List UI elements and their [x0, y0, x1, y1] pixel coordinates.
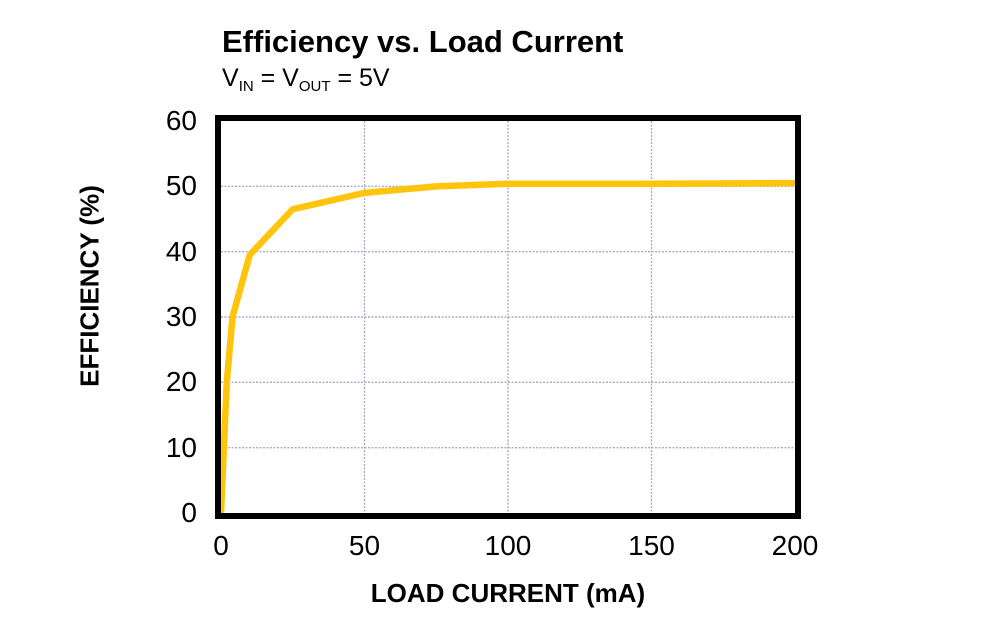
y-tick-label-60: 60 — [165, 105, 197, 136]
subtitle-sub-in: IN — [238, 78, 254, 95]
y-tick-label-50: 50 — [165, 170, 197, 202]
efficiency-curve-plot — [221, 121, 795, 513]
x-tick-label-100: 100 — [484, 530, 532, 561]
subtitle-eq1: = V — [253, 64, 299, 92]
y-tick-label-10: 10 — [165, 431, 197, 463]
y-axis-title: EFFICIENCY (%) — [74, 185, 105, 387]
x-tick-label-150: 150 — [628, 530, 675, 561]
y-tick-label-20: 20 — [165, 366, 197, 398]
plot-area — [215, 115, 801, 519]
subtitle-eq2: = 5V — [330, 64, 390, 92]
x-tick-label-50: 50 — [348, 530, 381, 561]
y-tick-label-30: 30 — [165, 301, 197, 332]
series-efficiency — [221, 179, 795, 513]
subtitle-v1: V — [222, 64, 239, 92]
x-tick-label-0: 0 — [213, 530, 229, 561]
chart-title: Efficiency vs. Load Current — [222, 24, 624, 59]
y-tick-label-40: 40 — [165, 235, 197, 267]
x-axis-title: LOAD CURRENT (mA) — [370, 578, 646, 608]
y-tick-label-0: 0 — [181, 497, 197, 528]
x-tick-label-200: 200 — [771, 530, 819, 561]
chart-subtitle: VIN = VOUT = 5V — [222, 64, 390, 95]
subtitle-sub-out: OUT — [298, 78, 331, 95]
